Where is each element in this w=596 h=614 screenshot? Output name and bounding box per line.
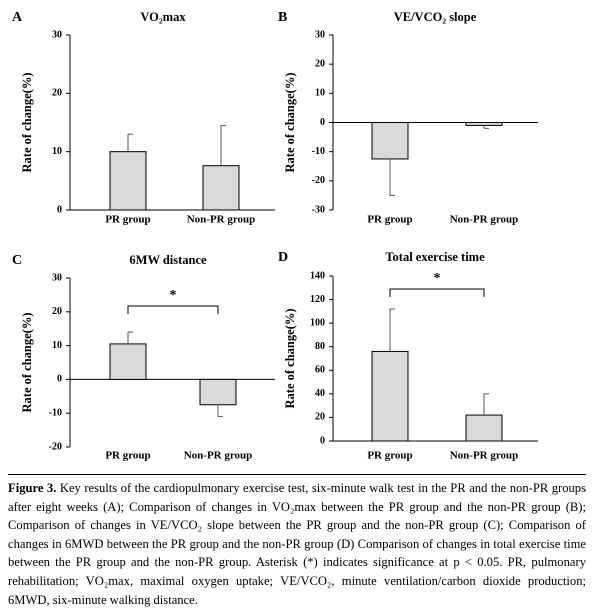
y-tick-label: 10 [315,88,325,99]
panel-letter: A [12,10,23,25]
bar [371,350,409,442]
chart-title: Total exercise time [385,250,485,264]
y-tick-label: 40 [315,388,325,399]
bar [109,343,147,380]
chart-title: 6MW distance [129,253,207,267]
caption-label: Figure 3. [8,481,57,495]
x-tick-label: PR group [105,450,150,462]
y-tick-label: 20 [52,306,62,317]
y-tick-label: -10 [49,407,62,418]
y-tick-label: -30 [312,204,325,215]
y-tick-label: 140 [310,270,325,281]
y-tick-label: 30 [52,272,62,283]
y-tick-label: 0 [57,204,62,215]
y-axis-label: Rate of change(%) [20,73,34,173]
y-tick-label: -20 [49,441,62,452]
y-tick-label: 100 [310,317,325,328]
x-tick-label: Non-PR group [187,214,256,226]
caption-text: Key results of the cardiopulmonary exerc… [8,481,586,607]
y-tick-label: 80 [315,341,325,352]
y-tick-label: 30 [315,29,325,40]
y-axis-label: Rate of change(%) [20,313,34,413]
bar [109,151,147,211]
y-tick-label: 10 [52,340,62,351]
y-tick-label: 20 [52,88,62,99]
bar [465,414,503,442]
y-tick-label: 120 [310,294,325,305]
y-tick-label: 10 [52,146,62,157]
y-axis-label: Rate of change(%) [283,73,297,173]
x-tick-label: PR group [367,450,412,462]
x-tick-label: PR group [367,214,412,226]
x-tick-label: Non-PR group [450,450,519,462]
bar [371,122,409,160]
chart-title: VE/VCO₂ slope [394,10,477,24]
y-axis-label: Rate of change(%) [283,309,297,409]
y-tick-label: 20 [315,58,325,69]
y-tick-label: -10 [312,146,325,157]
bar [202,165,240,211]
bar [465,122,503,126]
x-tick-label: PR group [105,214,150,226]
significance-bracket [389,288,485,297]
panel-letter: B [278,10,287,25]
y-tick-label: 0 [320,117,325,128]
significance-mark: * [170,288,177,303]
y-tick-label: 20 [315,412,325,423]
y-tick-label: -20 [312,175,325,186]
y-tick-label: 30 [52,29,62,40]
panel-letter: C [12,253,22,268]
x-tick-label: Non-PR group [450,214,519,226]
significance-bracket [127,305,219,314]
y-tick-label: 0 [57,374,62,385]
caption: Figure 3. Key results of the cardiopulmo… [8,474,586,609]
chart-title: VO₂max [140,10,186,24]
panel-letter: D [278,250,288,265]
figure: A VO₂max Rate of change(%) 0 10 20 30 PR group N… [12,10,538,462]
x-tick-label: Non-PR group [184,450,253,462]
y-tick-label: 0 [320,435,325,446]
bar [199,378,237,406]
y-tick-label: 60 [315,365,325,376]
significance-mark: * [434,271,441,286]
